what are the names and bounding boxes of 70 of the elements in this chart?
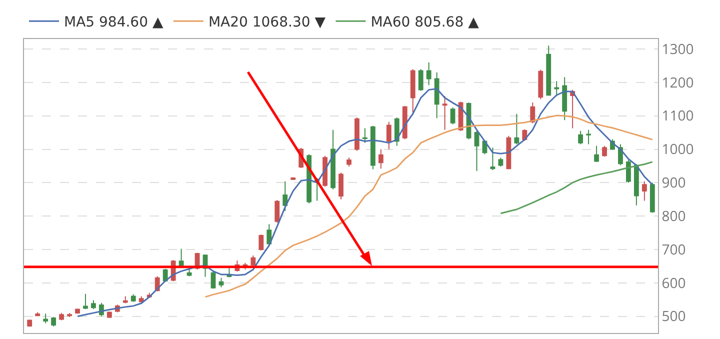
candlestick [178, 248, 184, 268]
candlestick [83, 293, 88, 310]
candlestick [394, 117, 400, 146]
y-tick-label: 800 [662, 206, 686, 226]
candlestick [386, 121, 392, 150]
candlestick [43, 313, 48, 324]
line-series [204, 114, 654, 298]
y-tick-label: 1300 [662, 40, 694, 59]
y-tick-label: 1000 [662, 140, 694, 160]
line-series [500, 161, 654, 214]
candlestick [51, 316, 56, 327]
y-tick-label: 1200 [662, 73, 694, 92]
candlestick [538, 69, 544, 100]
candlestick [578, 130, 583, 145]
candlestick [122, 296, 128, 304]
y-tick-label: 900 [662, 174, 686, 193]
candlestick [426, 62, 432, 86]
candlestick [91, 300, 96, 310]
candlestick [27, 319, 32, 328]
candlestick [218, 277, 224, 288]
candlestick [554, 80, 560, 97]
candlestick [258, 234, 264, 251]
candlestick [650, 182, 655, 214]
candlestick [59, 312, 64, 321]
candlestick [514, 113, 520, 145]
legend-label: MA20 1068.30 ▼ [208, 14, 326, 31]
candlestick [282, 180, 288, 212]
candlestick [562, 76, 568, 121]
candlestick [338, 172, 344, 200]
candlestick [130, 294, 136, 302]
candlestick [67, 312, 72, 318]
candlestick [35, 312, 40, 317]
candlestick [474, 130, 480, 172]
candlestick [322, 155, 328, 188]
candlestick [546, 45, 552, 96]
candlestick [250, 254, 256, 267]
candlestick [354, 117, 360, 152]
candlestick [442, 96, 448, 130]
candlestick [634, 164, 639, 206]
candlestick [450, 106, 456, 125]
candlestick [410, 68, 416, 113]
candlestick [378, 148, 384, 170]
candlestick [362, 128, 368, 144]
candlestick [506, 135, 512, 170]
y-tick-label: 700 [662, 240, 686, 260]
candlestick [346, 157, 352, 168]
candlestick [75, 308, 80, 314]
candlestick [290, 176, 296, 180]
candlestick [626, 159, 631, 184]
candlestick [586, 129, 591, 145]
candlestick [106, 311, 112, 318]
y-tick-label: 500 [662, 307, 686, 326]
candlestick [330, 129, 336, 190]
candlestick [642, 180, 647, 202]
legend-label: MA60 805.68 ▲ [370, 14, 480, 31]
candlestick [530, 102, 536, 124]
candlestick [274, 200, 280, 224]
line-series [76, 88, 654, 318]
candlestick [434, 72, 440, 119]
candlestick [602, 145, 607, 158]
candlestick [498, 157, 504, 168]
candlestick [370, 125, 376, 170]
legend-label: MA5 984.60 ▲ [64, 14, 164, 31]
candlestick [594, 145, 599, 162]
y-tick-label: 1100 [662, 106, 694, 126]
y-tick-label: 600 [662, 274, 686, 293]
candlestick [266, 224, 272, 246]
candlestick [402, 105, 408, 140]
candlestick [418, 68, 424, 92]
candlestick [490, 147, 496, 170]
